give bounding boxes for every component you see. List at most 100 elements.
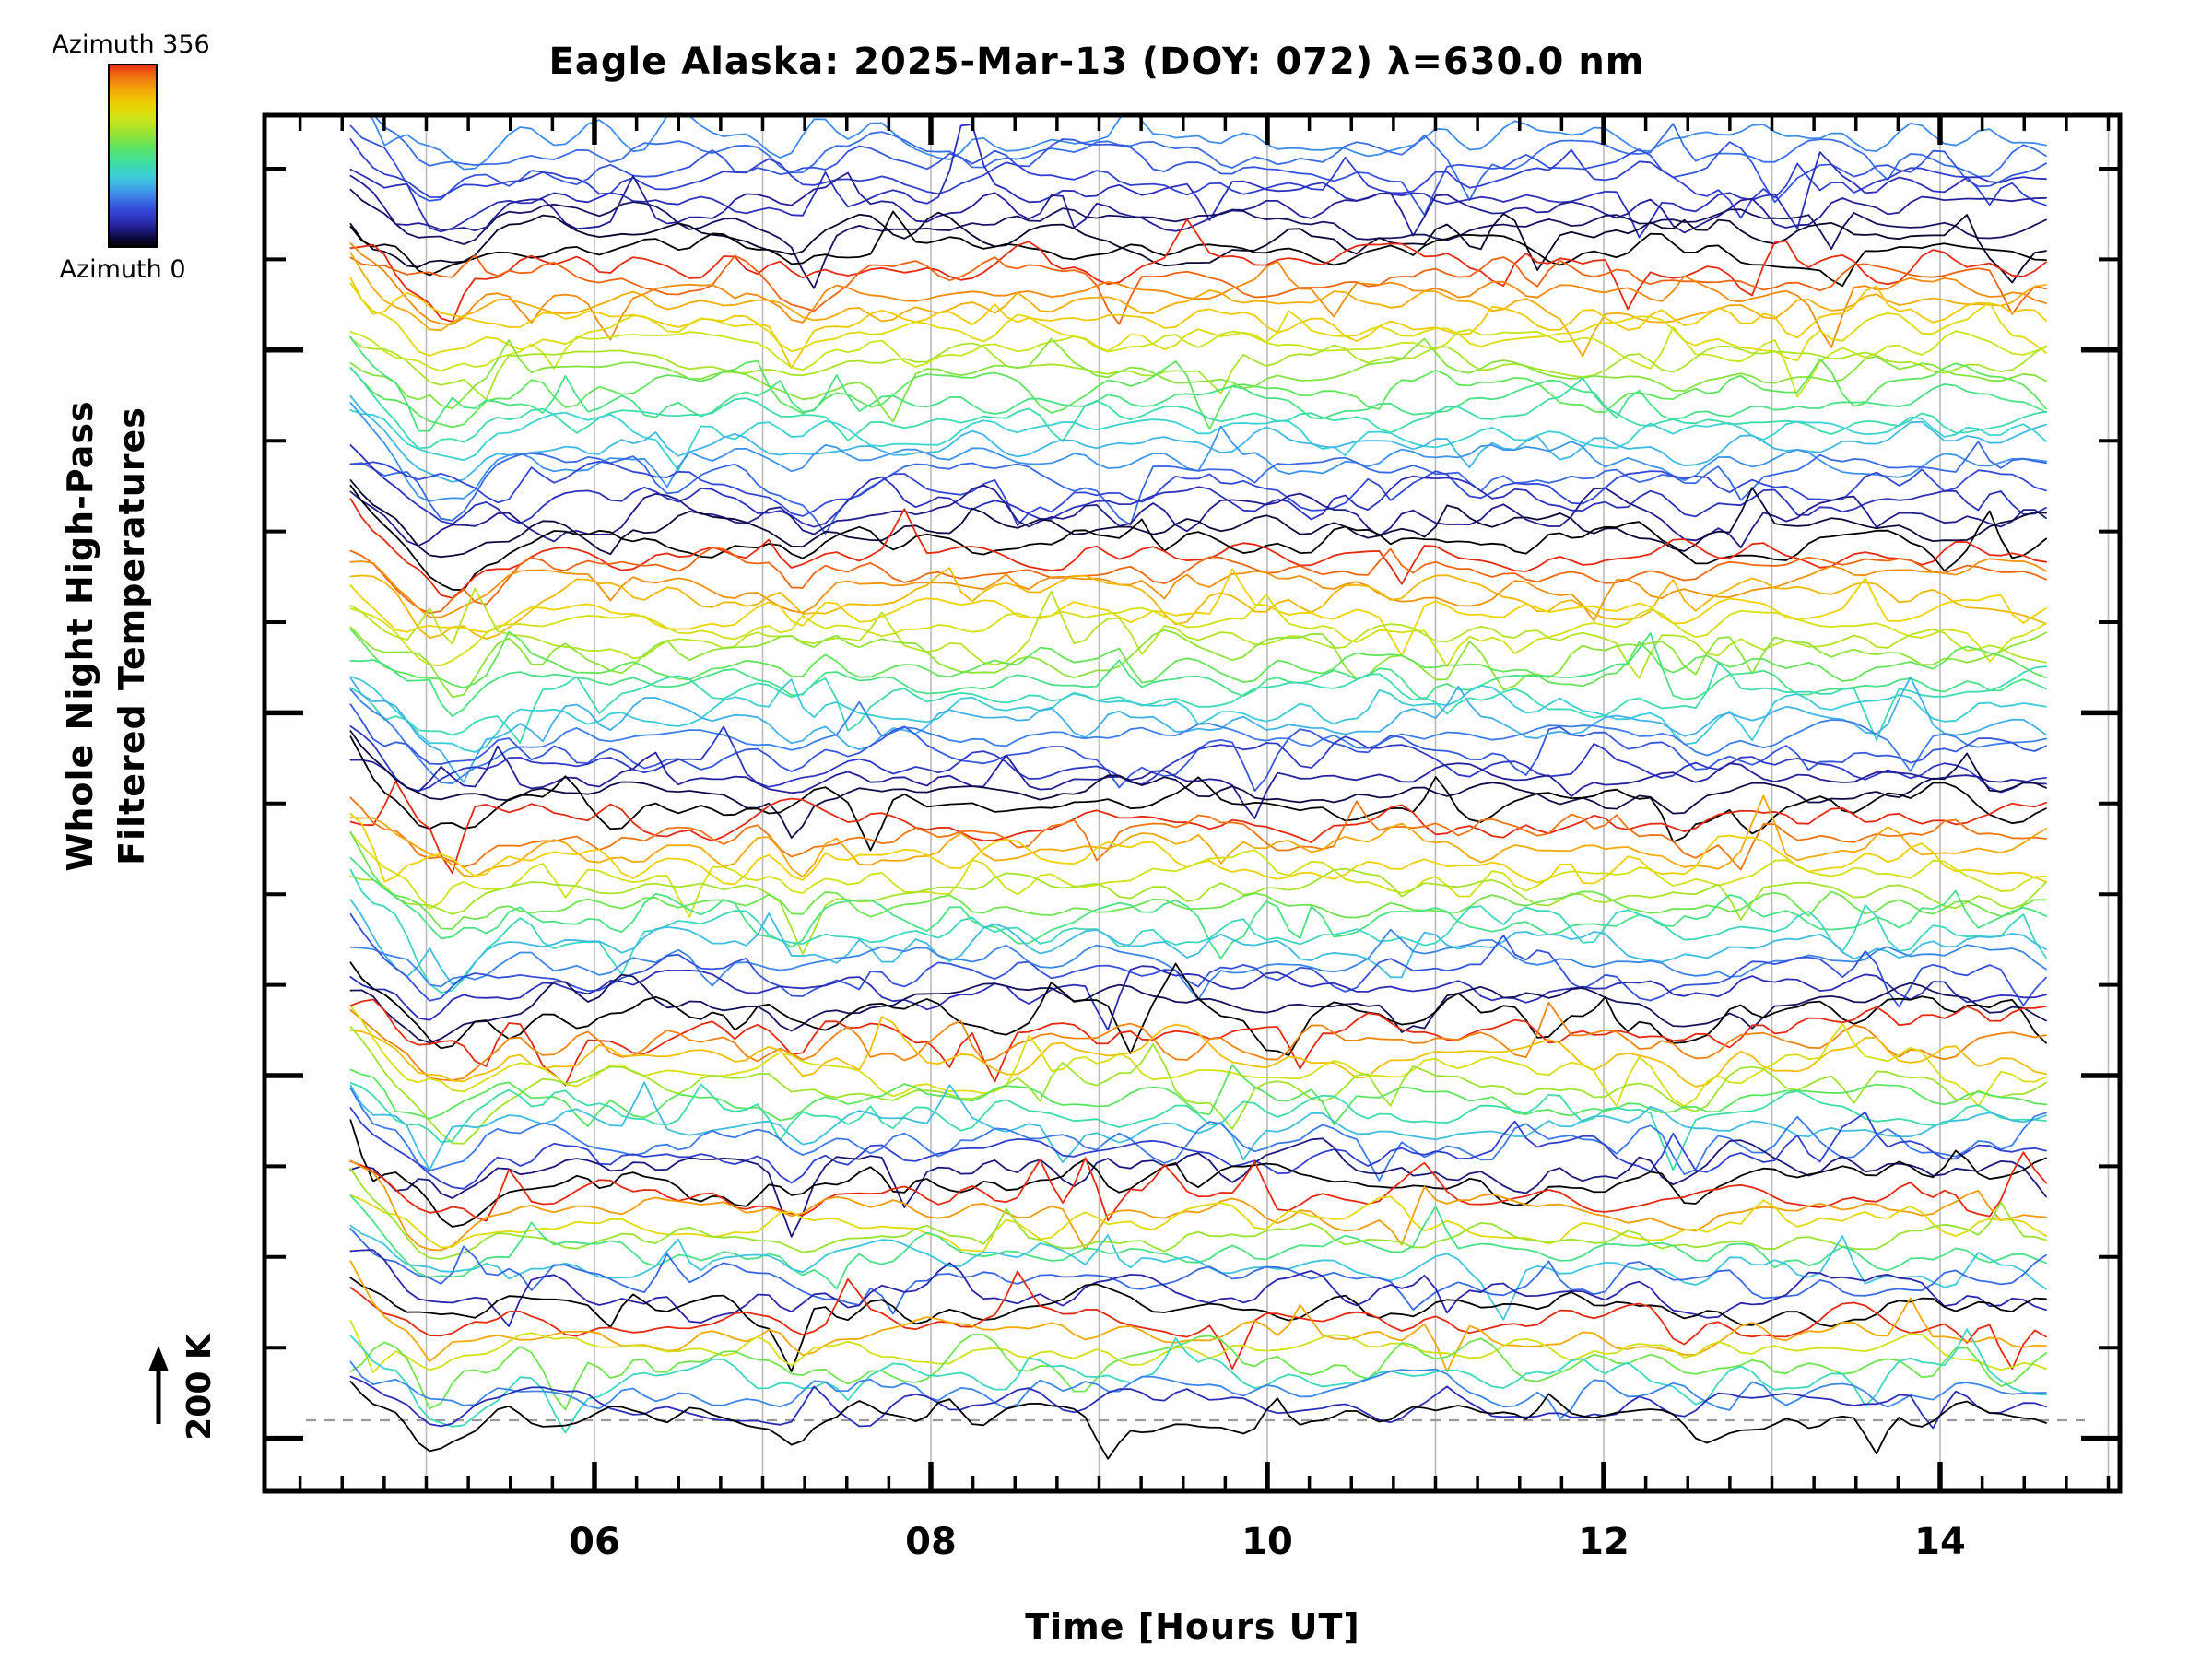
trace-azimuth-20 xyxy=(349,730,2047,839)
trace-azimuth-196 xyxy=(349,358,2047,430)
trace-azimuth-91 xyxy=(374,117,2047,202)
colorbar-label-top: Azimuth 356 xyxy=(52,30,209,59)
trace-azimuth-214 xyxy=(349,337,2047,423)
trace-azimuth-76 xyxy=(349,912,2047,1008)
trace-azimuth-356 xyxy=(349,1270,2047,1371)
trace-azimuth-223 xyxy=(349,1167,2047,1260)
trace-azimuth-267 xyxy=(349,1194,2047,1253)
trace-azimuth-227 xyxy=(349,1026,2047,1145)
trace-azimuth-303 xyxy=(349,252,2047,358)
trace-azimuth-356 xyxy=(349,1151,2047,1222)
trace-azimuth-51 xyxy=(349,965,2047,1031)
trace-azimuth-78 xyxy=(349,124,2047,217)
trace-azimuth-194 xyxy=(349,1064,2047,1127)
trace-azimuth-26 xyxy=(349,188,2047,289)
x-tick-label-08: 08 xyxy=(905,1521,957,1563)
trace-azimuth-65 xyxy=(349,1107,2047,1190)
trace-azimuth-0 xyxy=(349,1381,2047,1460)
plot-frame xyxy=(262,112,2123,1494)
trace-azimuth-36 xyxy=(349,484,2047,548)
trace-azimuth-162 xyxy=(349,1082,2047,1171)
trace-azimuth-39 xyxy=(349,171,2047,237)
trace-azimuth-13 xyxy=(349,211,2047,284)
trace-azimuth-51 xyxy=(349,1375,2047,1430)
trace-azimuth-0 xyxy=(349,735,2047,852)
trace-azimuth-331 xyxy=(349,796,2047,871)
trace-azimuth-254 xyxy=(349,832,2047,918)
x-axis-label: Time [Hours UT] xyxy=(1025,1606,1360,1647)
trace-azimuth-97 xyxy=(349,1087,2047,1182)
trace-azimuth-203 xyxy=(349,830,2047,930)
colorbar-gradient xyxy=(108,64,158,248)
axis-ticks xyxy=(266,117,2118,1489)
colorbar-label-bottom: Azimuth 0 xyxy=(59,255,185,284)
trace-azimuth-0 xyxy=(349,484,2047,592)
y-axis-label-line2: Filtered Temperatures xyxy=(112,406,152,865)
trace-azimuth-52 xyxy=(349,124,2047,239)
trace-azimuth-231 xyxy=(349,337,2047,401)
trace-azimuth-119 xyxy=(349,676,2047,783)
trace-azimuth-45 xyxy=(349,1249,2047,1327)
x-tick-label-06: 06 xyxy=(569,1521,620,1563)
trace-azimuth-153 xyxy=(349,868,2047,994)
x-tick-label-12: 12 xyxy=(1578,1521,1630,1563)
trace-azimuth-153 xyxy=(349,1328,2047,1434)
trace-azimuth-142 xyxy=(349,409,2047,472)
trace-azimuth-203 xyxy=(349,1334,2047,1411)
chart-title: Eagle Alaska: 2025-Mar-13 (DOY: 072) λ=6… xyxy=(549,41,1645,83)
trace-azimuth-218 xyxy=(349,626,2047,699)
trace-azimuth-0 xyxy=(349,961,2047,1057)
colorbar-legend: Azimuth 356 Azimuth 0 xyxy=(52,30,209,284)
y-axis-label-line1: Whole Night High-Pass xyxy=(60,400,100,871)
trace-azimuth-320 xyxy=(349,241,2047,348)
trace-azimuth-356 xyxy=(349,218,2047,324)
trace-azimuth-134 xyxy=(349,1224,2047,1321)
trace-azimuth-297 xyxy=(349,567,2047,640)
trace-azimuth-102 xyxy=(349,1360,2047,1419)
trace-azimuth-89 xyxy=(349,1228,2047,1315)
trace-azimuth-356 xyxy=(349,781,2047,875)
trace-azimuth-267 xyxy=(349,282,2047,362)
trace-azimuth-99 xyxy=(349,688,2047,784)
scale-bar: 200 K xyxy=(148,1333,218,1441)
trace-azimuth-198 xyxy=(349,629,2047,689)
trace-azimuth-158 xyxy=(349,662,2047,745)
trace-azimuth-257 xyxy=(349,594,2047,668)
trace-azimuth-356 xyxy=(349,998,2047,1087)
trace-azimuth-129 xyxy=(349,1081,2047,1171)
scale-arrow-head-icon xyxy=(148,1346,169,1371)
trace-azimuth-71 xyxy=(349,460,2047,526)
y-axis-label: Whole Night High-Pass Filtered Temperatu… xyxy=(60,400,152,871)
trace-azimuth-249 xyxy=(349,325,2047,398)
trace-azimuth-178 xyxy=(349,335,2047,432)
trace-azimuth-160 xyxy=(349,367,2047,450)
trace-azimuth-178 xyxy=(349,856,2047,959)
trace-azimuth-305 xyxy=(349,794,2047,878)
trace-azimuth-338 xyxy=(349,254,2047,325)
trace-azimuth-32 xyxy=(349,1137,2047,1238)
trace-azimuth-229 xyxy=(349,867,2047,955)
trace-azimuth-127 xyxy=(349,899,2047,986)
trace-azimuth-316 xyxy=(349,558,2047,622)
trace-azimuth-285 xyxy=(349,276,2047,370)
trace-azimuth-40 xyxy=(349,745,2047,819)
scale-bar-label: 200 K xyxy=(181,1333,218,1441)
trace-azimuth-291 xyxy=(349,1016,2047,1088)
trace-azimuth-104 xyxy=(370,117,2047,171)
trace-azimuth-277 xyxy=(349,568,2047,657)
trace-azimuth-0 xyxy=(349,1119,2047,1228)
trace-azimuth-336 xyxy=(349,547,2047,615)
trace-azimuth-237 xyxy=(349,587,2047,679)
x-tick-label-10: 10 xyxy=(1241,1521,1293,1563)
trace-azimuth-178 xyxy=(349,632,2047,717)
trace-azimuth-65 xyxy=(349,138,2047,219)
trace-azimuth-254 xyxy=(349,1320,2047,1373)
trace-layer xyxy=(349,117,2047,1460)
trace-azimuth-89 xyxy=(349,441,2047,535)
trace-azimuth-356 xyxy=(349,498,2047,599)
trace-azimuth-312 xyxy=(349,1159,2047,1252)
x-tick-label-14: 14 xyxy=(1914,1521,1966,1563)
trace-azimuth-18 xyxy=(349,479,2047,559)
